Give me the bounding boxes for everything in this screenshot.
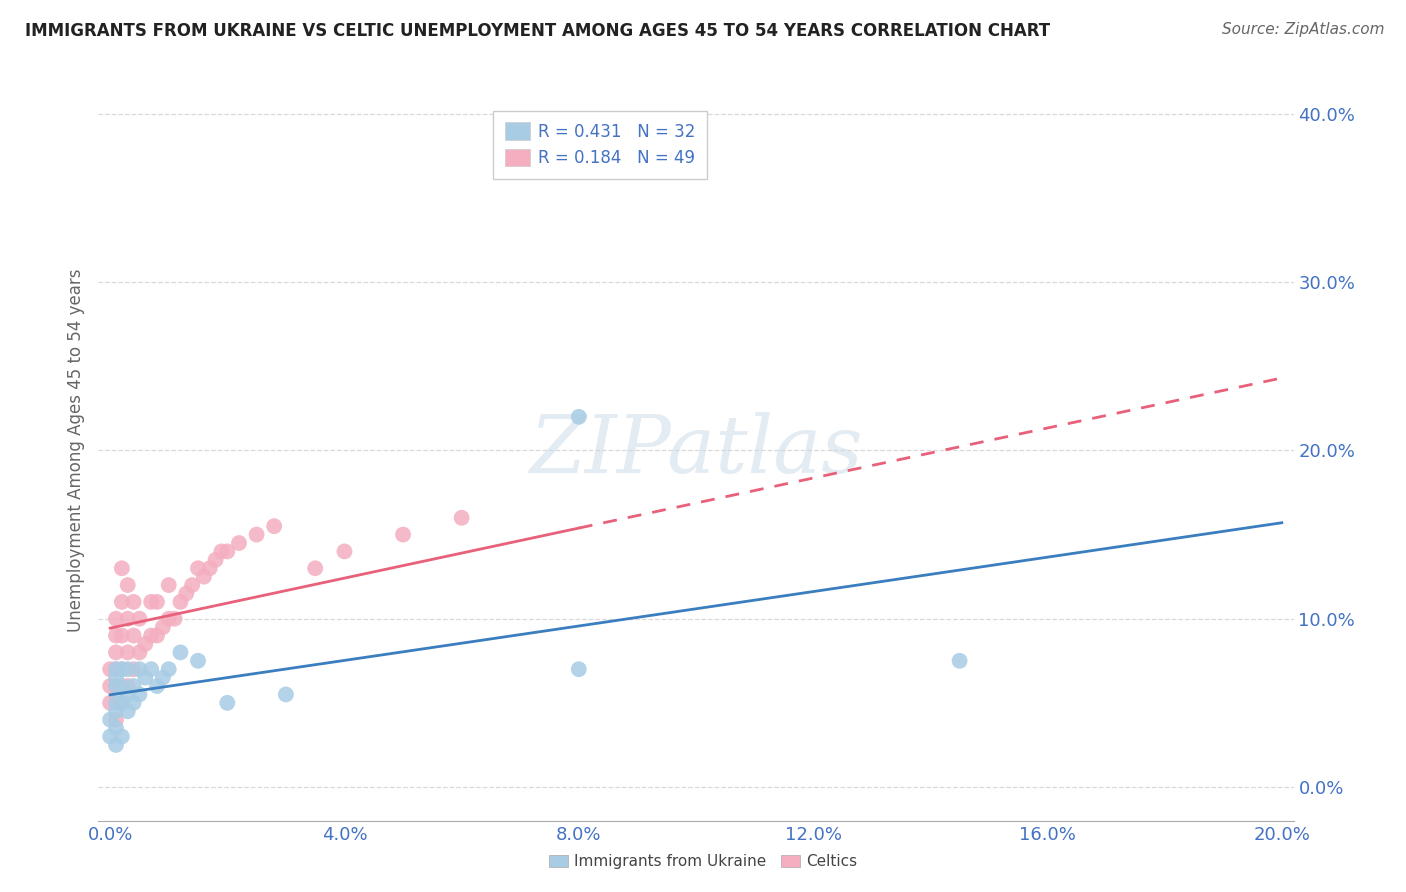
Point [111, 696, 134, 710]
Point [152, 620, 174, 634]
Point [174, 586, 197, 600]
Point [141, 662, 163, 676]
Point [128, 645, 150, 659]
Point [157, 578, 180, 592]
Point [111, 679, 134, 693]
Point [181, 578, 204, 592]
Point [304, 561, 326, 575]
Point [98, 696, 121, 710]
Point [105, 704, 128, 718]
Point [117, 612, 139, 626]
Point [274, 688, 297, 702]
Point [141, 595, 163, 609]
Point [333, 544, 356, 558]
Point [948, 654, 970, 668]
Point [117, 679, 139, 693]
Point [211, 544, 233, 558]
Point [157, 662, 180, 676]
Point [122, 696, 145, 710]
Y-axis label: Unemployment Among Ages 45 to 54 years: Unemployment Among Ages 45 to 54 years [66, 268, 84, 632]
Point [187, 561, 209, 575]
Point [568, 409, 591, 424]
Point [105, 713, 128, 727]
Point [128, 688, 150, 702]
Text: IMMIGRANTS FROM UKRAINE VS CELTIC UNEMPLOYMENT AMONG AGES 45 TO 54 YEARS CORRELA: IMMIGRANTS FROM UKRAINE VS CELTIC UNEMPL… [25, 22, 1050, 40]
Point [163, 612, 186, 626]
Point [217, 696, 239, 710]
Point [217, 544, 239, 558]
Point [392, 527, 415, 541]
Point [105, 645, 128, 659]
Legend: Immigrants from Ukraine, Celtics: Immigrants from Ukraine, Celtics [543, 848, 863, 875]
Point [128, 662, 150, 676]
Point [263, 519, 285, 533]
Point [152, 671, 174, 685]
Legend: R = 0.431   N = 32, R = 0.184   N = 49: R = 0.431 N = 32, R = 0.184 N = 49 [494, 111, 707, 178]
Text: ZIPatlas: ZIPatlas [529, 412, 863, 489]
Point [105, 662, 128, 676]
Point [117, 578, 139, 592]
Point [204, 553, 226, 567]
Point [128, 612, 150, 626]
Point [111, 628, 134, 642]
Point [105, 679, 128, 693]
Point [122, 662, 145, 676]
Point [98, 713, 121, 727]
Point [187, 654, 209, 668]
Point [568, 662, 591, 676]
Point [105, 662, 128, 676]
Point [146, 628, 169, 642]
Point [122, 595, 145, 609]
Point [98, 662, 121, 676]
Point [169, 645, 191, 659]
Point [141, 628, 163, 642]
Point [117, 662, 139, 676]
Point [198, 561, 221, 575]
Point [98, 679, 121, 693]
Point [111, 662, 134, 676]
Point [117, 704, 139, 718]
Point [111, 561, 134, 575]
Point [157, 612, 180, 626]
Point [169, 595, 191, 609]
Point [105, 679, 128, 693]
Point [117, 645, 139, 659]
Point [146, 595, 169, 609]
Text: Source: ZipAtlas.com: Source: ZipAtlas.com [1222, 22, 1385, 37]
Point [111, 595, 134, 609]
Point [122, 628, 145, 642]
Point [450, 510, 472, 524]
Point [105, 671, 128, 685]
Point [193, 569, 215, 583]
Point [111, 662, 134, 676]
Point [105, 628, 128, 642]
Point [105, 696, 128, 710]
Point [117, 688, 139, 702]
Point [105, 738, 128, 752]
Point [105, 612, 128, 626]
Point [134, 671, 156, 685]
Point [111, 730, 134, 744]
Point [146, 679, 169, 693]
Point [246, 527, 269, 541]
Point [122, 679, 145, 693]
Point [134, 637, 156, 651]
Point [98, 730, 121, 744]
Point [228, 536, 250, 550]
Point [111, 696, 134, 710]
Point [105, 721, 128, 735]
